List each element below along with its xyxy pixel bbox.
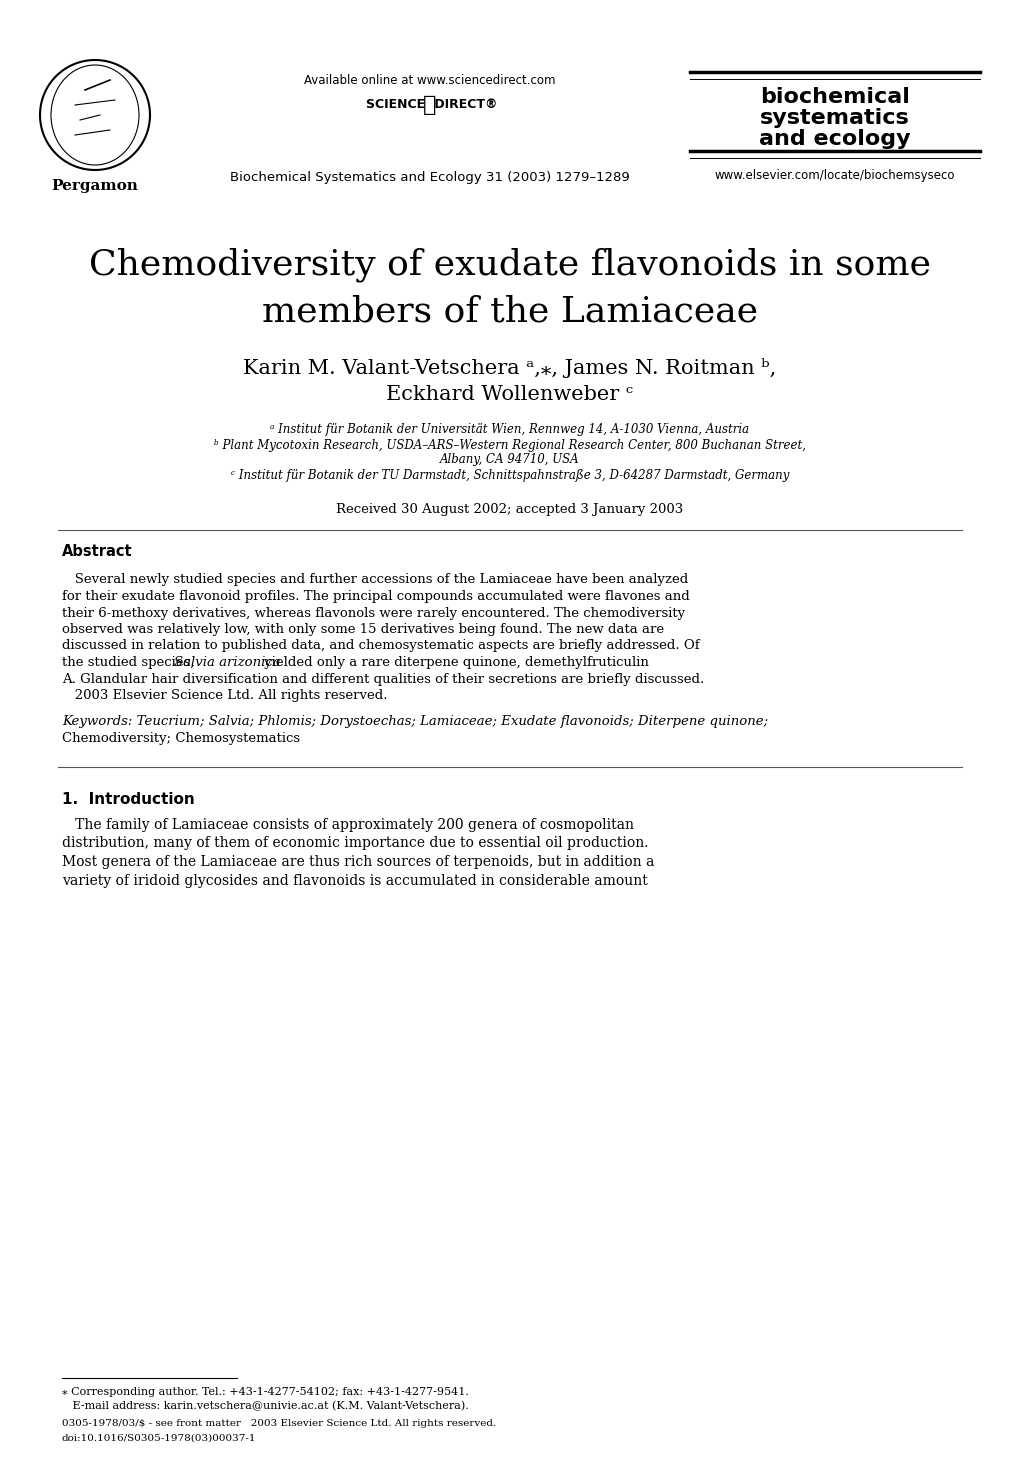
Text: DIRECT®: DIRECT® [430, 99, 497, 111]
Text: their 6-methoxy derivatives, whereas flavonols were rarely encountered. The chem: their 6-methoxy derivatives, whereas fla… [62, 607, 685, 619]
Text: ᵃ Institut für Botanik der Universität Wien, Rennweg 14, A-1030 Vienna, Austria: ᵃ Institut für Botanik der Universität W… [270, 424, 749, 437]
Text: ᵇ Plant Mycotoxin Research, USDA–ARS–Western Regional Research Center, 800 Bucha: ᵇ Plant Mycotoxin Research, USDA–ARS–Wes… [214, 438, 805, 452]
Text: Eckhard Wollenweber ᶜ: Eckhard Wollenweber ᶜ [386, 385, 633, 404]
Text: 2003 Elsevier Science Ltd. All rights reserved.: 2003 Elsevier Science Ltd. All rights re… [62, 689, 387, 702]
Text: systematics: systematics [759, 108, 909, 127]
Text: Available online at www.sciencedirect.com: Available online at www.sciencedirect.co… [304, 74, 555, 86]
Text: the studied species,: the studied species, [62, 656, 199, 669]
Text: Keywords: Teucrium; Salvia; Phlomis; Dorystoechas; Lamiaceae; Exudate flavonoids: Keywords: Teucrium; Salvia; Phlomis; Dor… [62, 715, 767, 729]
Text: biochemical: biochemical [759, 87, 909, 107]
Text: and ecology: and ecology [758, 129, 910, 150]
Text: Chemodiversity of exudate flavonoids in some: Chemodiversity of exudate flavonoids in … [89, 247, 930, 283]
Text: A. Glandular hair diversification and different qualities of their secretions ar: A. Glandular hair diversification and di… [62, 672, 703, 686]
Text: members of the Lamiaceae: members of the Lamiaceae [262, 295, 757, 329]
Text: ⁎ Corresponding author. Tel.: +43-1-4277-54102; fax: +43-1-4277-9541.: ⁎ Corresponding author. Tel.: +43-1-4277… [62, 1388, 469, 1397]
Text: ᶜ Institut für Botanik der TU Darmstadt, Schnittspahnstraße 3, D-64287 Darmstadt: ᶜ Institut für Botanik der TU Darmstadt,… [230, 468, 789, 481]
Text: Received 30 August 2002; accepted 3 January 2003: Received 30 August 2002; accepted 3 Janu… [336, 504, 683, 517]
Text: observed was relatively low, with only some 15 derivatives being found. The new : observed was relatively low, with only s… [62, 624, 663, 635]
Text: E-mail address: karin.vetschera@univie.ac.at (K.M. Valant-Vetschera).: E-mail address: karin.vetschera@univie.a… [62, 1401, 469, 1411]
Text: Karin M. Valant-Vetschera ᵃ,⁎, James N. Roitman ᵇ,: Karin M. Valant-Vetschera ᵃ,⁎, James N. … [244, 358, 775, 378]
Text: www.elsevier.com/locate/biochemsyseco: www.elsevier.com/locate/biochemsyseco [714, 169, 955, 182]
Text: The family of Lamiaceae consists of approximately 200 genera of cosmopolitan: The family of Lamiaceae consists of appr… [62, 818, 634, 832]
Text: Pergamon: Pergamon [52, 179, 139, 193]
Text: Biochemical Systematics and Ecology 31 (2003) 1279–1289: Biochemical Systematics and Ecology 31 (… [230, 172, 630, 185]
Text: distribution, many of them of economic importance due to essential oil productio: distribution, many of them of economic i… [62, 837, 648, 850]
Text: Albany, CA 94710, USA: Albany, CA 94710, USA [440, 453, 579, 467]
Text: Abstract: Abstract [62, 545, 132, 560]
Text: ⓐ: ⓐ [423, 95, 436, 116]
Text: Salvia arizonica: Salvia arizonica [174, 656, 280, 669]
Text: variety of iridoid glycosides and flavonoids is accumulated in considerable amou: variety of iridoid glycosides and flavon… [62, 874, 647, 887]
Text: doi:10.1016/S0305-1978(03)00037-1: doi:10.1016/S0305-1978(03)00037-1 [62, 1434, 256, 1442]
Text: 0305-1978/03/$ - see front matter   2003 Elsevier Science Ltd. All rights reserv: 0305-1978/03/$ - see front matter 2003 E… [62, 1419, 496, 1429]
Text: Most genera of the Lamiaceae are thus rich sources of terpenoids, but in additio: Most genera of the Lamiaceae are thus ri… [62, 855, 654, 869]
Text: Several newly studied species and further accessions of the Lamiaceae have been : Several newly studied species and furthe… [62, 573, 688, 586]
Text: SCIENCE: SCIENCE [366, 99, 430, 111]
Text: Chemodiversity; Chemosystematics: Chemodiversity; Chemosystematics [62, 732, 300, 745]
Text: 1.  Introduction: 1. Introduction [62, 791, 195, 807]
Text: discussed in relation to published data, and chemosystematic aspects are briefly: discussed in relation to published data,… [62, 640, 699, 653]
Text: for their exudate flavonoid profiles. The principal compounds accumulated were f: for their exudate flavonoid profiles. Th… [62, 589, 689, 603]
Text: yielded only a rare diterpene quinone, demethylfruticulin: yielded only a rare diterpene quinone, d… [260, 656, 648, 669]
